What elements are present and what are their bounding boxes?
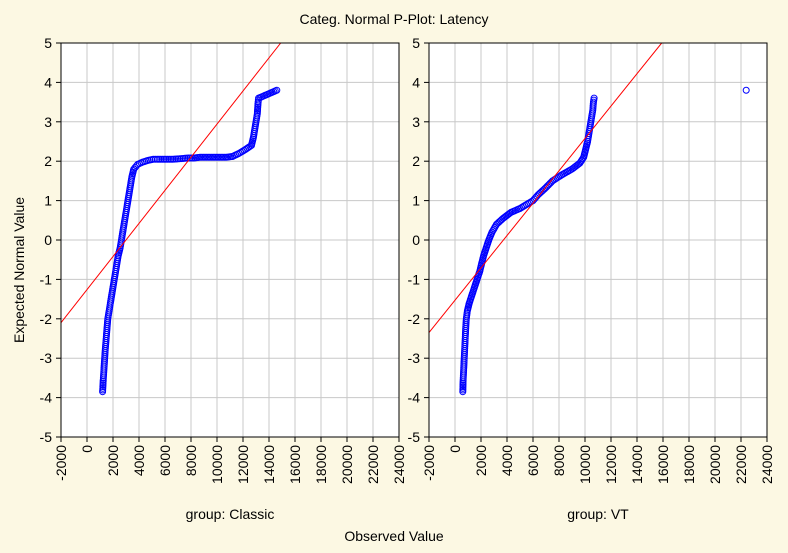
y-tick-label: 3 [44, 114, 52, 130]
x-tick-label: 4000 [131, 445, 147, 476]
x-tick-label: 22000 [365, 445, 381, 484]
y-axis-label: Expected Normal Value [11, 197, 27, 343]
y-tick-label: 2 [412, 153, 420, 169]
x-tick-label: 8000 [183, 445, 199, 476]
y-tick-label: 4 [412, 74, 420, 90]
x-tick-label: 2000 [105, 445, 121, 476]
y-tick-label: 5 [412, 35, 420, 51]
y-tick-label: -5 [40, 429, 53, 445]
reference-line [429, 43, 663, 333]
x-tick-label: 18000 [313, 445, 329, 484]
x-tick-label: 0 [447, 445, 463, 453]
data-point [590, 94, 598, 102]
x-tick-label: 2000 [473, 445, 489, 476]
x-axis-label: Observed Value [344, 528, 444, 544]
x-tick-label: 4000 [499, 445, 515, 476]
x-tick-label: 14000 [261, 445, 277, 484]
y-tick-label: -1 [408, 271, 421, 287]
data-point [151, 155, 159, 163]
x-tick-label: 6000 [525, 445, 541, 476]
y-tick-label: 1 [412, 193, 420, 209]
panel-classic: 5 4 3 2 1 0 -1 -2 -3 -4 -5-2000 0 2000 4000 6000 8000 10… [40, 35, 407, 522]
x-tick-label: 14000 [629, 445, 645, 484]
x-tick-label: 8000 [551, 445, 567, 476]
reference-line [61, 43, 282, 324]
y-tick-label: 0 [412, 232, 420, 248]
chart-title: Categ. Normal P-Plot: Latency [299, 11, 488, 27]
x-tick-label: 16000 [287, 445, 303, 484]
y-tick-label: 1 [44, 193, 52, 209]
y-tick-label: -1 [40, 271, 53, 287]
x-tick-label: 24000 [759, 445, 775, 484]
plot-frame [60, 42, 400, 438]
x-tick-label: 20000 [707, 445, 723, 484]
panel-vt: 5 4 3 2 1 0 -1 -2 -3 -4 -5-2000 0 2000 4000 6000 8000 10… [408, 35, 775, 522]
y-tick-label: -2 [408, 311, 421, 327]
x-tick-label: 22000 [733, 445, 749, 484]
data-layer [61, 43, 282, 396]
x-tick-label: -2000 [421, 445, 437, 481]
x-tick-label: 20000 [339, 445, 355, 484]
x-tick-label: 24000 [391, 445, 407, 484]
y-tick-label: -3 [40, 350, 53, 366]
plot-frame [428, 42, 768, 438]
x-tick-label: 10000 [209, 445, 225, 484]
x-tick-label: 6000 [157, 445, 173, 476]
data-point [742, 86, 750, 94]
y-tick-label: -2 [40, 311, 53, 327]
x-tick-label: -2000 [53, 445, 69, 481]
x-tick-label: 0 [79, 445, 95, 453]
y-tick-label: 4 [44, 74, 52, 90]
y-tick-label: 3 [412, 114, 420, 130]
data-point [273, 86, 281, 94]
x-tick-label: 12000 [603, 445, 619, 484]
y-tick-label: -3 [408, 350, 421, 366]
y-tick-label: 5 [44, 35, 52, 51]
panel-label: group: Classic [186, 506, 275, 522]
x-tick-label: 16000 [655, 445, 671, 484]
data-layer [429, 43, 750, 396]
x-tick-label: 10000 [577, 445, 593, 484]
panel-label: group: VT [567, 506, 629, 522]
y-tick-label: 2 [44, 153, 52, 169]
x-tick-label: 18000 [681, 445, 697, 484]
y-tick-label: -4 [408, 390, 421, 406]
y-tick-label: 0 [44, 232, 52, 248]
y-tick-label: -5 [408, 429, 421, 445]
x-tick-label: 12000 [235, 445, 251, 484]
y-tick-label: -4 [40, 390, 53, 406]
